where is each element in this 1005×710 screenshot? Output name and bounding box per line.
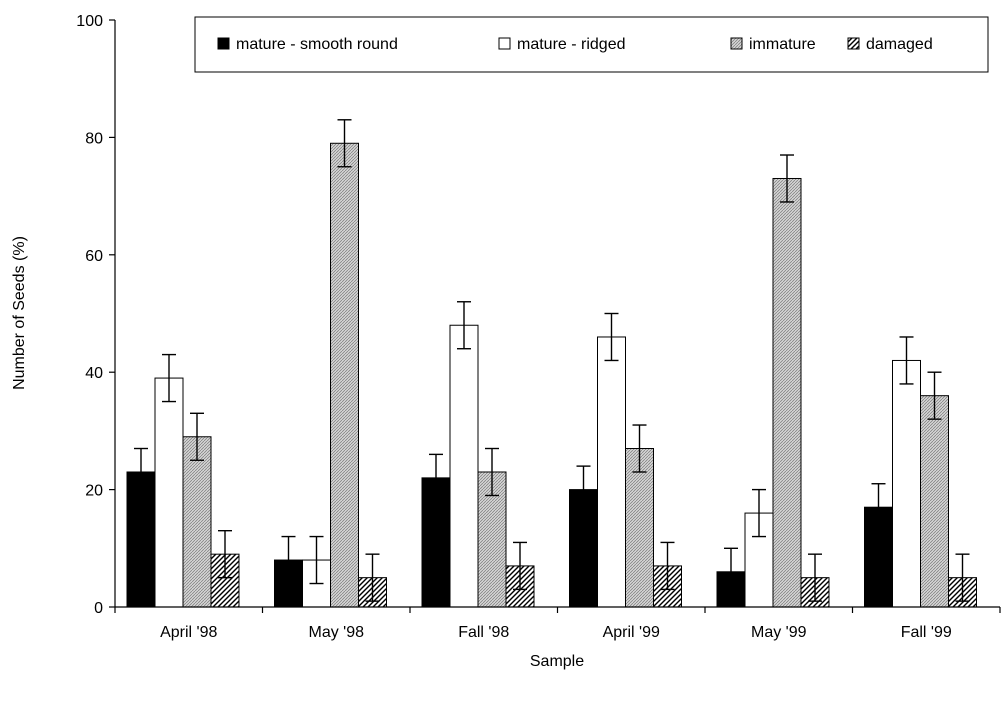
legend-item: immature — [730, 36, 816, 53]
error-bar — [134, 447, 148, 497]
y-tick-label: 40 — [85, 365, 103, 382]
bar — [597, 336, 626, 608]
y-axis-label: Number of Seeds (%) — [11, 236, 28, 390]
error-bar — [457, 301, 471, 350]
bar — [182, 436, 212, 608]
x-tick-label: April '99 — [603, 624, 660, 641]
bar — [625, 448, 654, 608]
error-bar — [337, 119, 352, 168]
error-bar — [485, 447, 499, 497]
bars-layer — [126, 142, 977, 608]
bar — [449, 324, 479, 608]
legend-item: mature - ridged — [498, 36, 626, 53]
legend-items: mature - smooth round mature - ridged imma… — [217, 36, 933, 53]
error-bar — [576, 465, 591, 514]
bar — [772, 177, 802, 608]
error-bars-layer — [134, 119, 970, 602]
y-tick-label: 0 — [94, 600, 103, 617]
legend-swatch — [847, 37, 860, 50]
y-tick-label: 20 — [85, 483, 103, 500]
error-bar — [281, 535, 296, 585]
legend: mature - smooth round mature - ridged imma… — [194, 16, 989, 73]
x-tick-label: Fall '98 — [458, 624, 509, 641]
bar — [154, 377, 184, 608]
error-bar — [309, 535, 324, 585]
legend-label: damaged — [866, 36, 933, 53]
error-bar — [660, 541, 675, 591]
error-bar — [513, 541, 527, 591]
legend-item: damaged — [847, 36, 933, 53]
error-bar — [808, 553, 822, 602]
y-tick-label: 80 — [85, 130, 103, 147]
error-bar — [927, 371, 942, 420]
error-bar — [162, 353, 176, 403]
legend-swatch — [498, 37, 511, 50]
error-bar — [871, 483, 886, 532]
error-bar — [955, 553, 970, 602]
bar — [920, 395, 949, 608]
error-bar — [218, 529, 232, 579]
error-bar — [780, 154, 794, 203]
x-tick-label: May '99 — [751, 624, 807, 641]
x-tick-label: May '98 — [308, 624, 364, 641]
error-bar — [429, 453, 443, 503]
bar — [330, 142, 359, 608]
x-tick-label: April '98 — [160, 624, 217, 641]
error-bar — [724, 547, 738, 596]
x-ticks: April '98 May '98 Fall '98 April '99 May '99… — [114, 607, 1001, 641]
legend-swatch — [217, 37, 230, 50]
error-bar — [365, 553, 380, 602]
legend-item: mature - smooth round — [217, 36, 398, 53]
legend-label: mature - ridged — [517, 36, 626, 53]
error-bar — [604, 312, 619, 362]
y-ticks: 0 20 40 60 80 100 — [76, 13, 115, 617]
bar — [892, 359, 921, 608]
legend-swatch — [730, 37, 743, 50]
x-axis-label: Sample — [530, 653, 584, 670]
y-tick-label: 60 — [85, 248, 103, 265]
error-bar — [899, 336, 914, 385]
legend-label: immature — [749, 36, 816, 53]
legend-label: mature - smooth round — [236, 36, 398, 53]
error-bar — [752, 488, 766, 538]
error-bar — [632, 424, 647, 473]
x-tick-label: Fall '99 — [901, 624, 952, 641]
y-tick-label: 100 — [76, 13, 103, 30]
error-bar — [190, 412, 204, 461]
